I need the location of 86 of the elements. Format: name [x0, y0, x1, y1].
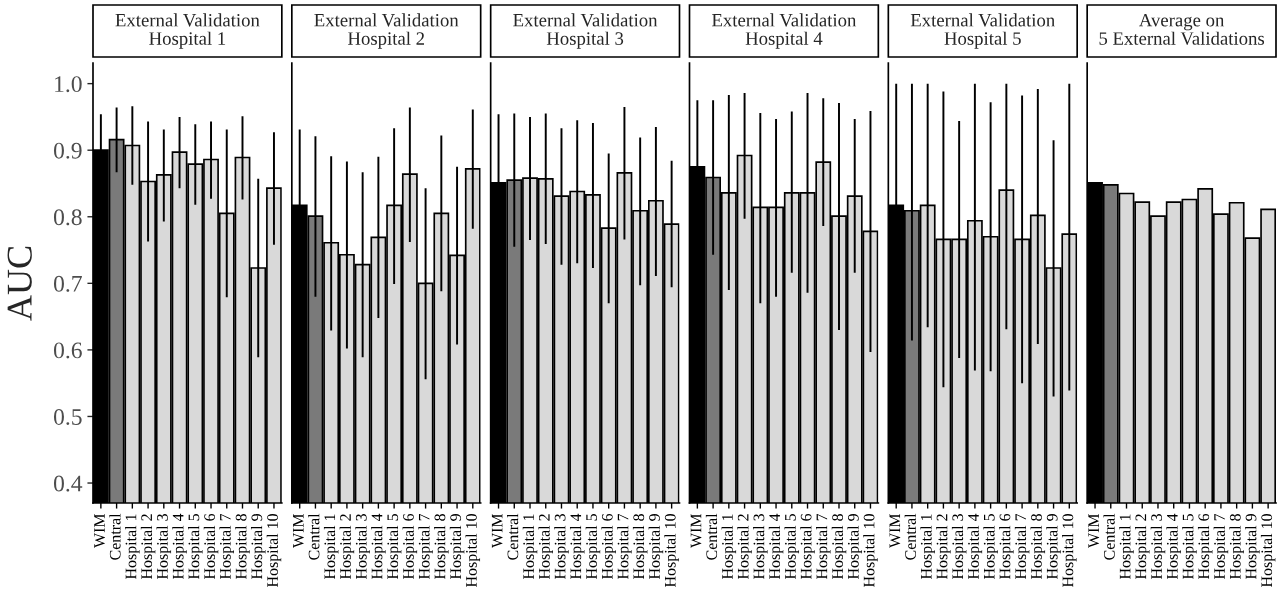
x-tick-label: Hospital 8 [632, 514, 648, 580]
x-tick-label: Hospital 3 [554, 514, 569, 580]
x-tick-label: Hospital 3 [753, 514, 768, 580]
x-tick-label: Hospital 5 [585, 514, 601, 580]
x-tick-label: Hospital 7 [1014, 513, 1030, 580]
chart-title: External Validation Hospital 4 [711, 13, 857, 49]
y-axis-title: AUC [7, 246, 32, 321]
chart-title: External Validation Hospital 2 [314, 13, 459, 49]
chart-title: Average on 5 External Validations [1099, 13, 1265, 45]
x-tick-label: Hospital 4 [172, 513, 187, 580]
x-tick-label: Hospital 3 [1150, 514, 1166, 580]
x-tick-label: Hospital 4 [569, 513, 585, 580]
x-tick-label: Hospital 1 [721, 514, 737, 580]
x-tick-label: Hospital 4 [1166, 513, 1181, 580]
x-tick-label: Central [904, 513, 916, 560]
chart-title: External Validation Hospital 5 [910, 13, 1055, 49]
x-tick-label: Hospital 2 [140, 514, 156, 580]
x-tick-label: Central [507, 513, 519, 560]
x-tick-label: Hospital 8 [434, 514, 449, 580]
y-tick-label: 0.4 [53, 475, 83, 492]
x-tick-label: WIM [94, 513, 105, 548]
x-tick-label: Hospital 10 [664, 514, 679, 588]
x-tick-label: Hospital 9 [847, 514, 862, 580]
x-tick-label: Hospital 8 [1229, 514, 1244, 580]
x-tick-label: Hospital 10 [1260, 514, 1276, 588]
x-tick-label: Hospital 8 [235, 514, 250, 580]
x-tick-label: Central [705, 513, 718, 560]
x-tick-label: WIM [889, 513, 901, 548]
x-tick-label: Hospital 3 [951, 514, 967, 580]
chart-title: External Validation Hospital 3 [513, 13, 658, 49]
x-tick-label: Central [109, 513, 121, 560]
x-tick-label: Hospital 4 [371, 513, 386, 580]
x-tick-label: Hospital 7 [219, 513, 234, 580]
x-tick-label: Hospital 6 [999, 513, 1014, 580]
x-tick-label: Hospital 7 [617, 513, 632, 580]
x-tick-label: WIM [690, 513, 702, 548]
x-tick-label: Hospital 6 [203, 513, 219, 580]
x-tick-label: Hospital 1 [323, 514, 339, 580]
x-tick-label: Hospital 8 [1030, 514, 1046, 580]
x-tick-label: Hospital 5 [784, 514, 800, 580]
x-tick-label: Hospital 9 [648, 514, 664, 580]
x-tick-label: Hospital 2 [936, 514, 951, 580]
x-tick-label: Hospital 5 [1182, 514, 1197, 580]
x-tick-label: Hospital 4 [967, 513, 983, 580]
x-tick-label: Hospital 10 [863, 514, 878, 588]
x-tick-label: Hospital 5 [386, 514, 402, 580]
y-tick-label: 0.6 [53, 342, 82, 359]
x-tick-label: Hospital 3 [156, 514, 172, 580]
x-tick-label: Hospital 5 [983, 514, 998, 580]
x-tick-label: Hospital 1 [920, 514, 935, 580]
x-tick-label: Hospital 2 [538, 514, 553, 580]
y-tick-label: 0.7 [53, 275, 82, 292]
y-tick-label: 0.5 [53, 408, 82, 425]
x-tick-label: Hospital 9 [1046, 514, 1061, 580]
y-tick-label: 0.9 [53, 142, 82, 159]
x-tick-label: Hospital 6 [402, 513, 418, 580]
x-tick-label: Hospital 4 [768, 513, 784, 580]
x-tick-label: Hospital 2 [737, 514, 752, 580]
x-tick-label: Hospital 6 [1197, 513, 1213, 580]
x-tick-label: WIM [1088, 513, 1100, 548]
x-tick-label: Hospital 9 [250, 514, 266, 580]
x-tick-label: Hospital 6 [800, 513, 815, 580]
x-tick-label: WIM [293, 513, 304, 548]
x-tick-label: Hospital 7 [418, 513, 433, 580]
y-tick-label: 0.8 [53, 209, 82, 226]
x-tick-label: Hospital 5 [188, 514, 203, 580]
y-tick-label: 1.0 [55, 76, 82, 93]
x-tick-label: Hospital 3 [355, 514, 370, 580]
x-tick-label: Hospital 1 [1119, 514, 1134, 580]
x-tick-label: Hospital 2 [1135, 514, 1150, 580]
x-tick-label: Hospital 7 [1213, 513, 1229, 580]
x-tick-label: Hospital 8 [831, 514, 847, 580]
x-tick-label: Central [308, 513, 320, 560]
x-tick-label: WIM [491, 513, 503, 548]
x-tick-label: Hospital 10 [465, 514, 481, 588]
x-tick-label: Hospital 9 [449, 514, 465, 580]
x-tick-label: Hospital 7 [816, 513, 831, 580]
x-tick-label: Hospital 6 [601, 513, 616, 580]
x-tick-label: Hospital 1 [125, 514, 140, 580]
x-tick-label: Hospital 10 [266, 514, 282, 588]
x-tick-label: Hospital 1 [522, 514, 538, 580]
chart-title: External Validation Hospital 1 [115, 13, 260, 49]
x-tick-label: Central [1103, 513, 1115, 560]
x-tick-label: Hospital 2 [339, 514, 355, 580]
x-tick-label: Hospital 9 [1245, 514, 1260, 580]
x-tick-label: Hospital 10 [1062, 514, 1077, 588]
